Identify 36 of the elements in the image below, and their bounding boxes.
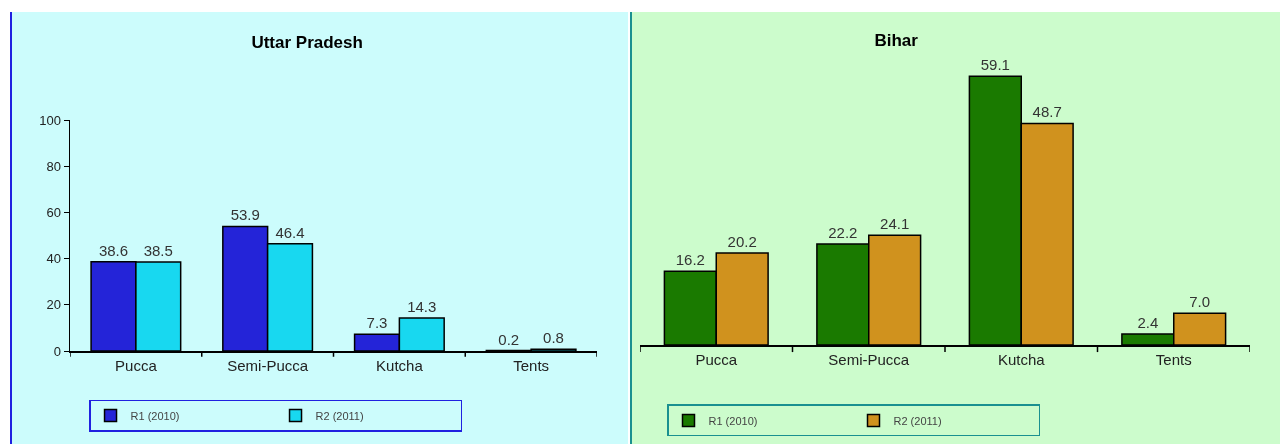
x-tick-label: Pucca — [115, 356, 158, 374]
x-tick-label: Semi-Pucca — [227, 356, 309, 374]
legend-label: R1 (2010) — [708, 414, 758, 427]
y-tick-label: 40 — [46, 251, 61, 267]
data-label: 38.5 — [143, 242, 173, 260]
legend-label: R1 (2010) — [130, 409, 180, 422]
y-tick-label: 80 — [46, 158, 61, 174]
x-tick-label: Kutcha — [997, 350, 1046, 368]
data-label: 53.9 — [230, 206, 260, 224]
data-label: 14.3 — [407, 297, 437, 315]
data-label: 48.7 — [1032, 103, 1062, 121]
data-label: 2.4 — [1137, 314, 1159, 332]
chart-title: Bihar — [874, 31, 919, 51]
legend-label: R2 (2011) — [893, 414, 942, 427]
data-label: 7.0 — [1189, 293, 1211, 311]
data-label: 0.2 — [498, 330, 520, 348]
data-label: 22.2 — [828, 224, 858, 242]
y-tick-label: 0 — [53, 343, 61, 359]
data-label: 20.2 — [727, 233, 757, 251]
x-tick-label: Tents — [1155, 350, 1192, 368]
chart-title: Uttar Pradesh — [251, 33, 363, 53]
data-label: 24.1 — [880, 215, 910, 233]
y-tick-label: 60 — [46, 204, 61, 220]
x-tick-label: Semi-Pucca — [828, 350, 910, 368]
data-label: 7.3 — [366, 314, 388, 332]
x-tick-label: Pucca — [695, 350, 738, 368]
data-label: 38.6 — [98, 241, 129, 259]
y-tick-label: 100 — [39, 112, 61, 128]
y-tick-label: 20 — [46, 297, 61, 313]
data-label: 0.8 — [543, 329, 564, 347]
x-tick-label: Tents — [513, 356, 550, 374]
legend-label: R2 (2011) — [315, 409, 364, 422]
x-tick-label: Kutcha — [376, 356, 424, 374]
data-label: 16.2 — [675, 251, 705, 269]
data-label: 59.1 — [980, 56, 1010, 74]
data-label: 46.4 — [275, 223, 305, 241]
